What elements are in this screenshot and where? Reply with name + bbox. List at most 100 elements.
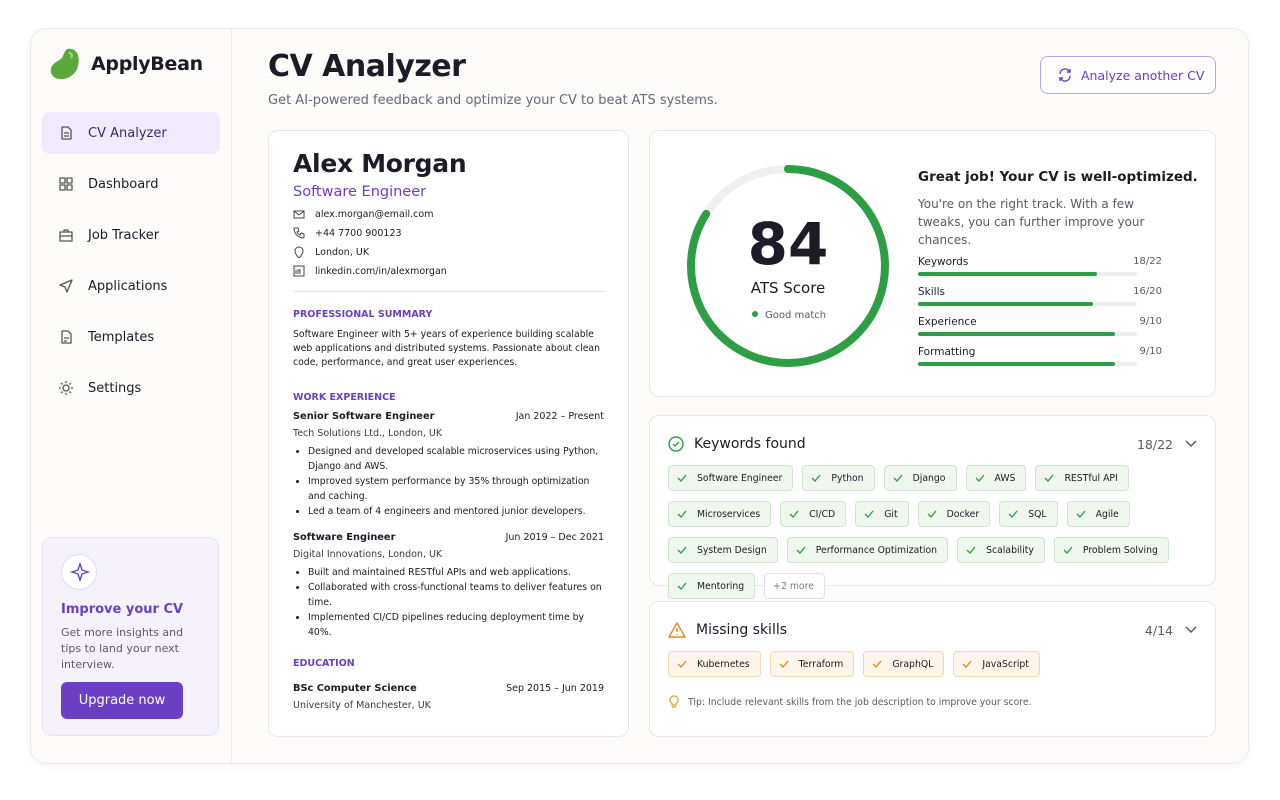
job-title-text: Senior Software Engineer xyxy=(293,411,435,422)
bullet-text: Led a team of 4 engineers and mentored j… xyxy=(308,506,586,517)
contact: +44 7700 900123 xyxy=(293,227,604,239)
job-date: Jan 2022 – Present xyxy=(516,411,604,422)
keyword-chip: CI/CD xyxy=(780,501,847,527)
school: University of Manchester, UK xyxy=(293,700,431,711)
keyword-chip-text: CI/CD xyxy=(809,508,836,520)
bullet-text: Implemented CI/CD pipelines reducing dep… xyxy=(308,612,585,638)
bullet: Improved system performance by 35% throu… xyxy=(308,475,604,504)
missing-chip-text: Terraform xyxy=(798,658,844,670)
analyze-button[interactable]: Analyze another CV xyxy=(1040,56,1216,94)
bullet: Collaborated with cross-functional teams… xyxy=(308,581,604,610)
contact-text: alex.morgan@email.com xyxy=(315,208,434,220)
metric-fill xyxy=(918,362,1116,366)
metric: Keywords 18/22 xyxy=(918,256,1162,276)
keyword-chip: AWS xyxy=(965,465,1027,491)
keyword-chip: Python xyxy=(802,465,875,491)
expand-toggle[interactable] xyxy=(1185,626,1197,634)
keyword-chip-text: SQL xyxy=(1028,508,1047,520)
job-company-text: Tech Solutions Ltd., London, UK xyxy=(293,428,443,439)
score-label: ATS Score xyxy=(751,279,826,297)
job-company: Digital Innovations, London, UK xyxy=(293,549,604,560)
bullet: Implemented CI/CD pipelines reducing dep… xyxy=(308,611,604,640)
keyword-chip: Agile xyxy=(1066,501,1130,527)
contact: London, UK xyxy=(293,246,604,258)
metric-text: Skills xyxy=(918,286,945,298)
score-card: 84 ATS Score Good match Great job! Your … xyxy=(649,130,1216,397)
metric-bar xyxy=(918,302,1137,306)
bullet-text: Built and maintained RESTful APIs and we… xyxy=(308,566,571,578)
job-date: Jun 2019 – Dec 2021 xyxy=(506,532,604,543)
nav-item[interactable]: CV Analyzer xyxy=(42,112,220,154)
bullet: Led a team of 4 engineers and mentored j… xyxy=(308,505,604,520)
missing-chip-text: Kubernetes xyxy=(697,658,750,670)
cv-preview: Alex Morgan Software Engineer alex.morga… xyxy=(268,130,629,737)
job-title: Senior Software Engineer xyxy=(293,411,434,422)
job-title-text: Software Engineer xyxy=(293,531,396,543)
missing-chip: Kubernetes xyxy=(668,651,761,677)
metric-value: 9/10 xyxy=(1140,346,1162,357)
keyword-chip-text: System Design xyxy=(697,544,767,556)
gauge-arc xyxy=(687,165,889,367)
contact: linkedin.com/in/alexmorgan xyxy=(293,265,604,277)
keywords-card: Keywords found 18/22 Software Engineer Pyt… xyxy=(649,415,1216,599)
score-headline: Great job! Your CV is well-optimized. xyxy=(918,169,1198,185)
keyword-chip-text: Microservices xyxy=(697,508,761,520)
cv-role: Software Engineer xyxy=(293,184,427,200)
nav-item[interactable]: Job Tracker xyxy=(42,214,220,256)
nav-item-text: Job Tracker xyxy=(88,227,160,243)
metric-value-text: 16/20 xyxy=(1133,286,1162,297)
cv-summary: Software Engineer with 5+ years of exper… xyxy=(293,329,601,368)
cv-experience: Senior Software Engineer Jan 2022 – Prese… xyxy=(293,411,604,640)
job-date-text: Jan 2022 – Present xyxy=(515,411,604,422)
keyword-chip-text: Docker xyxy=(946,508,980,520)
contact-text: linkedin.com/in/alexmorgan xyxy=(315,265,447,277)
contact: alex.morgan@email.com xyxy=(293,208,604,220)
keyword-chip: SQL xyxy=(999,501,1058,527)
section-title: WORK EXPERIENCE xyxy=(293,392,396,403)
metric-bar xyxy=(918,362,1137,366)
bullet-text: Designed and developed scalable microser… xyxy=(308,446,599,472)
keyword-chips: Software Engineer Python Django AWS RESTful … xyxy=(668,465,1197,599)
metric-value: 16/20 xyxy=(1133,286,1162,297)
logo-icon xyxy=(50,48,79,80)
metric-value-text: 18/22 xyxy=(1133,256,1162,267)
keyword-chip: RESTful API xyxy=(1035,465,1129,491)
metric-value-text: 9/10 xyxy=(1139,346,1162,357)
keyword-chip: Mentoring xyxy=(668,573,756,599)
more-chip[interactable]: +2 more xyxy=(764,573,825,599)
job-header: Senior Software Engineer Jan 2022 – Prese… xyxy=(293,411,604,422)
job-company-text: Digital Innovations, London, UK xyxy=(293,548,443,560)
nav-menu: CV Analyzer Dashboard Job Tracker Applicati… xyxy=(42,112,220,418)
keyword-chip: Software Engineer xyxy=(668,465,794,491)
metric-text: Keywords xyxy=(918,256,969,268)
nav-item[interactable]: Dashboard xyxy=(42,163,220,205)
keyword-chip-text: Scalability xyxy=(986,544,1034,556)
missing-chip-text: GraphQL xyxy=(892,658,934,670)
nav-item[interactable]: Settings xyxy=(42,367,220,409)
keyword-chip: Problem Solving xyxy=(1053,537,1169,563)
expand-toggle[interactable] xyxy=(1185,440,1197,448)
nav-item[interactable]: Applications xyxy=(42,265,220,307)
keyword-chip: Scalability xyxy=(957,537,1045,563)
missing-chip-text: JavaScript xyxy=(982,658,1029,670)
promo-text: Get more insights and tips to land your … xyxy=(61,626,184,671)
bullet: Designed and developed scalable microser… xyxy=(308,445,604,474)
promo-title: Improve your CV xyxy=(61,602,184,617)
bullet-text: Collaborated with cross-functional teams… xyxy=(308,582,602,608)
nav-item[interactable]: Templates xyxy=(42,316,220,358)
missing-count: 4/14 xyxy=(1144,622,1173,638)
analyze-label: Analyze another CV xyxy=(1081,67,1205,83)
cv-contacts: alex.morgan@email.com +44 7700 900123 Lond… xyxy=(293,208,604,277)
keyword-chip-text: Django xyxy=(912,472,946,484)
metric-fill xyxy=(918,272,1098,276)
missing-chip: JavaScript xyxy=(953,651,1040,677)
score-text: You're on the right track. With a few tw… xyxy=(918,197,1145,247)
metric-value: 18/22 xyxy=(1133,256,1162,267)
missing-card: Missing skills 4/14 Kubernetes Terraform Gr… xyxy=(649,601,1216,737)
score-gauge: 84 ATS Score Good match xyxy=(687,165,889,367)
app-window: ApplyBean CV Analyzer Dashboard Job Tracke… xyxy=(30,28,1249,764)
upgrade-button[interactable]: Upgrade now xyxy=(61,682,183,719)
metric-value: 9/10 xyxy=(1140,316,1162,327)
metric-bar xyxy=(918,332,1137,336)
